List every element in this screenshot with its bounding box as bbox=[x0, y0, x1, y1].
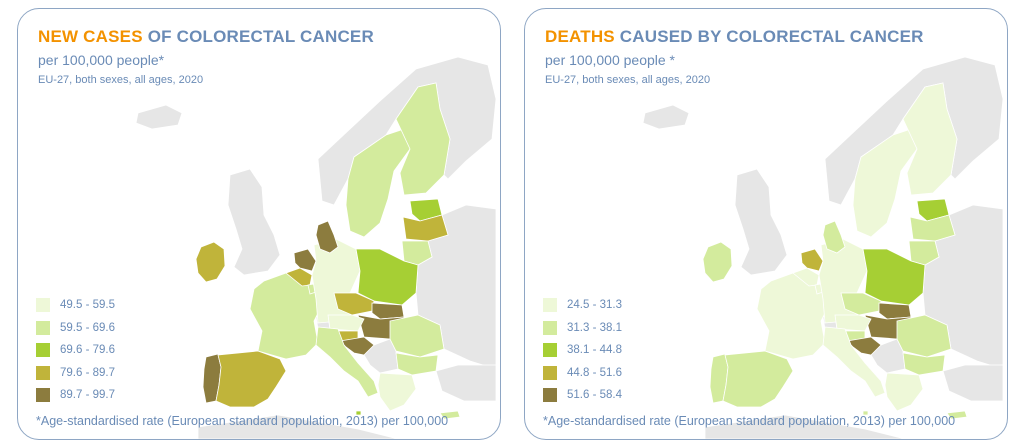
country-netherlands bbox=[800, 248, 824, 272]
title-highlight: NEW CASES bbox=[38, 27, 143, 46]
country-bulgaria bbox=[902, 352, 946, 376]
country-romania bbox=[389, 314, 445, 358]
legend-label: 89.7 - 99.7 bbox=[60, 389, 115, 402]
country-austria bbox=[834, 314, 872, 332]
legend-item: 69.6 - 79.6 bbox=[36, 339, 115, 362]
country-spain bbox=[215, 350, 287, 408]
country-slovakia bbox=[878, 302, 912, 320]
country-denmark bbox=[822, 220, 846, 254]
legend-swatch bbox=[543, 320, 557, 335]
legend-swatch bbox=[36, 298, 50, 313]
legend-label: 44.8 - 51.6 bbox=[567, 366, 622, 379]
deaths-map bbox=[642, 56, 1004, 439]
country-ireland bbox=[195, 241, 226, 283]
panel-title: NEW CASES OF COLORECTAL CANCER bbox=[38, 27, 374, 47]
country-latvia bbox=[909, 214, 956, 242]
country-lithuania bbox=[401, 240, 433, 266]
country-finland bbox=[395, 82, 451, 196]
legend-swatch bbox=[36, 365, 50, 380]
legend-label: 24.5 - 31.3 bbox=[567, 299, 622, 312]
legend-item: 24.5 - 31.3 bbox=[543, 294, 622, 317]
legend-item: 89.7 - 99.7 bbox=[36, 384, 115, 407]
panel-scope: EU-27, both sexes, all ages, 2020 bbox=[38, 74, 204, 86]
country-cyprus bbox=[439, 410, 461, 420]
non-eu-region bbox=[642, 104, 690, 130]
country-malta bbox=[862, 410, 869, 416]
deaths-panel: DEATHS CAUSED BY COLORECTAL CANCER per 1… bbox=[524, 8, 1008, 440]
country-ireland bbox=[702, 241, 733, 283]
legend-label: 31.3 - 38.1 bbox=[567, 321, 622, 334]
country-netherlands bbox=[293, 248, 317, 272]
legend-label: 79.6 - 89.7 bbox=[60, 366, 115, 379]
panel-scope: EU-27, both sexes, all ages, 2020 bbox=[545, 74, 711, 86]
legend-swatch bbox=[543, 298, 557, 313]
legend-item: 49.5 - 59.5 bbox=[36, 294, 115, 317]
legend-label: 38.1 - 44.8 bbox=[567, 344, 622, 357]
country-latvia bbox=[402, 214, 449, 242]
country-malta bbox=[355, 410, 362, 416]
country-slovakia bbox=[371, 302, 405, 320]
country-spain bbox=[722, 350, 794, 408]
non-eu-region bbox=[197, 414, 399, 439]
country-finland bbox=[902, 82, 958, 196]
country-romania bbox=[896, 314, 952, 358]
country-italy bbox=[822, 326, 886, 398]
panel-subtitle: per 100,000 people* bbox=[38, 52, 165, 68]
panel-subtitle: per 100,000 people * bbox=[545, 52, 675, 68]
country-bulgaria bbox=[395, 352, 439, 376]
country-cyprus bbox=[946, 410, 968, 420]
legend-item: 79.6 - 89.7 bbox=[36, 362, 115, 385]
legend-item: 44.8 - 51.6 bbox=[543, 362, 622, 385]
legend-label: 51.6 - 58.4 bbox=[567, 389, 622, 402]
legend-label: 69.6 - 79.6 bbox=[60, 344, 115, 357]
country-poland bbox=[862, 248, 926, 306]
non-eu-region bbox=[734, 168, 788, 276]
country-poland bbox=[355, 248, 419, 306]
country-lithuania bbox=[908, 240, 940, 266]
title-rest: CAUSED BY COLORECTAL CANCER bbox=[614, 27, 924, 46]
country-italy bbox=[315, 326, 379, 398]
title-rest: OF COLORECTAL CANCER bbox=[142, 27, 374, 46]
legend-swatch bbox=[543, 365, 557, 380]
legend-item: 51.6 - 58.4 bbox=[543, 384, 622, 407]
legend-label: 49.5 - 59.5 bbox=[60, 299, 115, 312]
title-highlight: DEATHS bbox=[545, 27, 615, 46]
legend-swatch bbox=[36, 320, 50, 335]
legend: 49.5 - 59.5 59.5 - 69.6 69.6 - 79.6 79.6… bbox=[36, 294, 115, 407]
country-greece bbox=[884, 372, 924, 412]
legend: 24.5 - 31.3 31.3 - 38.1 38.1 - 44.8 44.8… bbox=[543, 294, 622, 407]
new-cases-map bbox=[135, 56, 497, 439]
legend-item: 31.3 - 38.1 bbox=[543, 317, 622, 340]
legend-label: 59.5 - 69.6 bbox=[60, 321, 115, 334]
country-belgium bbox=[285, 267, 313, 287]
legend-swatch bbox=[543, 343, 557, 358]
legend-item: 38.1 - 44.8 bbox=[543, 339, 622, 362]
non-eu-region bbox=[704, 414, 906, 439]
footnote: *Age-standardised rate (European standar… bbox=[36, 414, 449, 428]
non-eu-region bbox=[942, 364, 1004, 402]
legend-swatch bbox=[36, 343, 50, 358]
country-austria bbox=[327, 314, 365, 332]
legend-swatch bbox=[543, 388, 557, 403]
legend-item: 59.5 - 69.6 bbox=[36, 317, 115, 340]
panel-title: DEATHS CAUSED BY COLORECTAL CANCER bbox=[545, 27, 924, 47]
new-cases-panel: NEW CASES OF COLORECTAL CANCER per 100,0… bbox=[17, 8, 501, 440]
non-eu-region bbox=[435, 364, 497, 402]
legend-swatch bbox=[36, 388, 50, 403]
non-eu-region bbox=[227, 168, 281, 276]
country-denmark bbox=[315, 220, 339, 254]
non-eu-region bbox=[135, 104, 183, 130]
footnote: *Age-standardised rate (European standar… bbox=[543, 414, 956, 428]
country-belgium bbox=[792, 267, 820, 287]
country-greece bbox=[377, 372, 417, 412]
